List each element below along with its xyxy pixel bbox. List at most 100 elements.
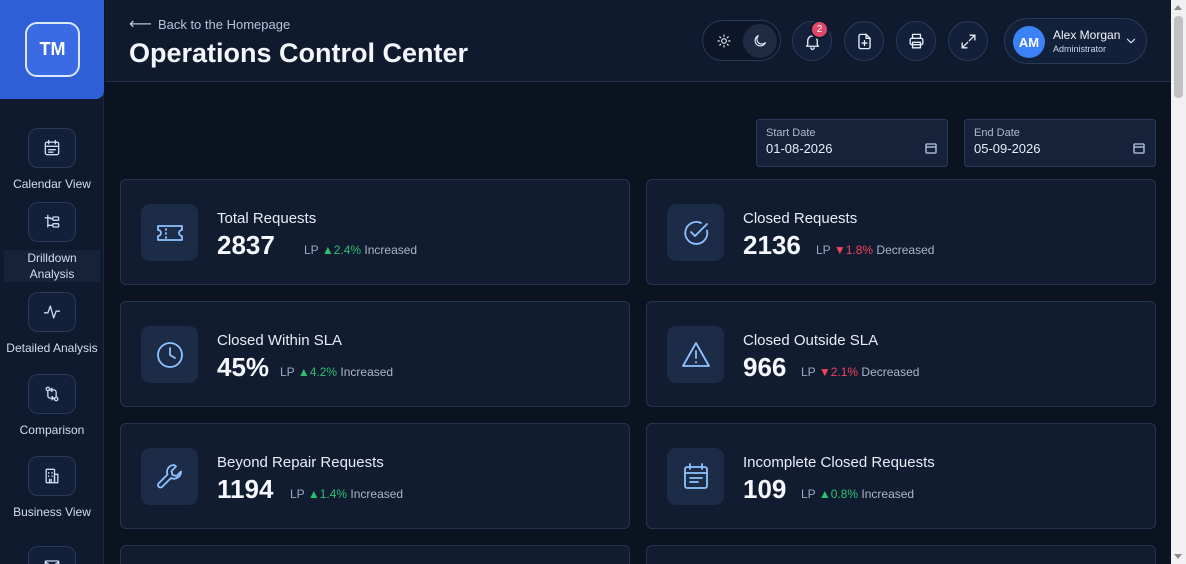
trend-lp: LP <box>304 243 319 257</box>
trend-direction: Decreased <box>876 243 935 257</box>
trend-lp: LP <box>801 365 816 379</box>
calendar-picker-icon[interactable] <box>1133 141 1145 154</box>
printer-icon <box>908 33 924 49</box>
mail-icon <box>28 546 76 564</box>
card-trend: LP ▲0.8% Increased <box>801 487 914 501</box>
user-name: Alex Morgan <box>1053 28 1121 42</box>
kpi-card-partial[interactable] <box>120 545 630 564</box>
sidebar-item-label: Detailed Analysis <box>6 341 98 355</box>
trend-change: 0.8% <box>830 487 859 501</box>
sidebar-item-label: Calendar View <box>13 177 91 191</box>
ticket-icon <box>141 204 198 261</box>
trend-direction: Increased <box>340 365 394 379</box>
theme-toggle[interactable] <box>702 20 781 61</box>
sidebar-item-comparison[interactable]: Comparison <box>0 374 104 438</box>
trend-lp: LP <box>280 365 295 379</box>
trend-up-icon: ▲ <box>307 487 320 501</box>
trend-change: 4.2% <box>309 365 338 379</box>
trend-down-icon: ▼ <box>818 365 831 379</box>
wrench-icon <box>141 448 198 505</box>
back-link[interactable]: ⟵ Back to the Homepage <box>129 14 290 34</box>
export-file-button[interactable] <box>844 21 884 61</box>
kpi-card-beyond-repair-requests[interactable]: Beyond Repair Requests 1194 LP ▲1.4% Inc… <box>120 423 630 529</box>
sidebar-item-calendar-view[interactable]: Calendar View <box>0 128 104 192</box>
kpi-card-closed-within-sla[interactable]: Closed Within SLA 45% LP ▲4.2% Increased <box>120 301 630 407</box>
trend-direction: Decreased <box>861 365 920 379</box>
warning-icon <box>667 326 724 383</box>
trend-change: 1.4% <box>319 487 348 501</box>
trend-direction: Increased <box>861 487 915 501</box>
sun-icon[interactable] <box>709 26 739 56</box>
avatar: AM <box>1013 26 1045 58</box>
kpi-card-incomplete-closed-requests[interactable]: Incomplete Closed Requests 109 LP ▲0.8% … <box>646 423 1156 529</box>
pulse-icon <box>28 292 76 332</box>
trend-change: 1.8% <box>845 243 874 257</box>
compare-icon <box>28 374 76 414</box>
start-date-field[interactable]: Start Date 01-08-2026 <box>756 119 948 167</box>
notifications-button[interactable]: 2 <box>792 20 832 61</box>
kpi-card-partial[interactable] <box>646 545 1156 564</box>
card-trend: LP ▼2.1% Decreased <box>801 365 919 379</box>
sidebar-item-label: Comparison <box>19 423 85 437</box>
end-date-label: End Date <box>974 127 1020 139</box>
trend-up-icon: ▲ <box>818 487 831 501</box>
kpi-card-closed-requests[interactable]: Closed Requests 2136 LP ▼1.8% Decreased <box>646 179 1156 285</box>
sidebar: TM Calendar View Drilldown Analysis Deta… <box>0 0 104 564</box>
trend-direction: Increased <box>350 487 404 501</box>
calendar-picker-icon[interactable] <box>925 141 937 154</box>
card-value: 109 <box>743 474 787 504</box>
scroll-up-icon[interactable] <box>1174 5 1182 10</box>
card-value: 966 <box>743 352 787 382</box>
end-date-field[interactable]: End Date 05-09-2026 <box>964 119 1156 167</box>
print-button[interactable] <box>896 21 936 61</box>
fullscreen-button[interactable] <box>948 21 988 61</box>
sidebar-item-drilldown-analysis[interactable]: Drilldown Analysis <box>0 202 104 282</box>
card-value: 2136 <box>743 230 801 260</box>
scroll-down-icon[interactable] <box>1174 554 1182 559</box>
sidebar-item-business-view[interactable]: Business View <box>0 456 104 520</box>
card-value: 2837 <box>217 230 275 260</box>
trend-change: 2.1% <box>830 365 859 379</box>
end-date-value[interactable]: 05-09-2026 <box>974 141 1041 156</box>
sidebar-item-label: Business View <box>13 505 91 519</box>
trend-lp: LP <box>801 487 816 501</box>
arrow-left-icon: ⟵ <box>129 16 152 33</box>
trend-down-icon: ▼ <box>833 243 846 257</box>
card-title: Closed Requests <box>743 210 858 227</box>
card-title: Closed Within SLA <box>217 332 343 349</box>
clock-icon <box>141 326 198 383</box>
trend-change: 2.4% <box>333 243 362 257</box>
card-title: Incomplete Closed Requests <box>743 454 935 471</box>
scroll-thumb[interactable] <box>1174 16 1183 98</box>
trend-lp: LP <box>816 243 831 257</box>
card-trend: LP ▲1.4% Increased <box>290 487 403 501</box>
check-circle-icon <box>667 204 724 261</box>
page-scrollbar[interactable] <box>1171 0 1186 564</box>
sidebar-item-detailed-analysis[interactable]: Detailed Analysis <box>0 292 104 356</box>
card-value: 45% <box>217 352 270 382</box>
file-plus-icon <box>857 33 871 49</box>
user-menu[interactable]: AM Alex Morgan Administrator <box>1004 18 1147 64</box>
start-date-value[interactable]: 01-08-2026 <box>766 141 833 156</box>
kpi-card-total-requests[interactable]: Total Requests 2837 LP ▲2.4% Increased <box>120 179 630 285</box>
sidebar-item-partial[interactable] <box>0 546 104 564</box>
trend-lp: LP <box>290 487 305 501</box>
brand-block: TM <box>0 0 104 99</box>
kpi-card-closed-outside-sla[interactable]: Closed Outside SLA 966 LP ▼2.1% Decrease… <box>646 301 1156 407</box>
trend-direction: Increased <box>364 243 418 257</box>
user-role: Administrator <box>1053 44 1107 54</box>
hierarchy-icon <box>28 202 76 242</box>
trend-up-icon: ▲ <box>321 243 334 257</box>
card-title: Closed Outside SLA <box>743 332 879 349</box>
card-trend: LP ▼1.8% Decreased <box>816 243 934 257</box>
card-trend: LP ▲4.2% Increased <box>280 365 393 379</box>
page-title: Operations Control Center <box>129 38 469 68</box>
calendar-list-icon <box>667 448 724 505</box>
notification-badge: 2 <box>810 20 829 39</box>
card-title: Total Requests <box>217 210 317 227</box>
brand-logo[interactable]: TM <box>25 22 80 77</box>
card-trend: LP ▲2.4% Increased <box>304 243 417 257</box>
chevron-down-icon <box>1124 34 1138 48</box>
moon-icon[interactable] <box>743 24 777 58</box>
calendar-icon <box>28 128 76 168</box>
